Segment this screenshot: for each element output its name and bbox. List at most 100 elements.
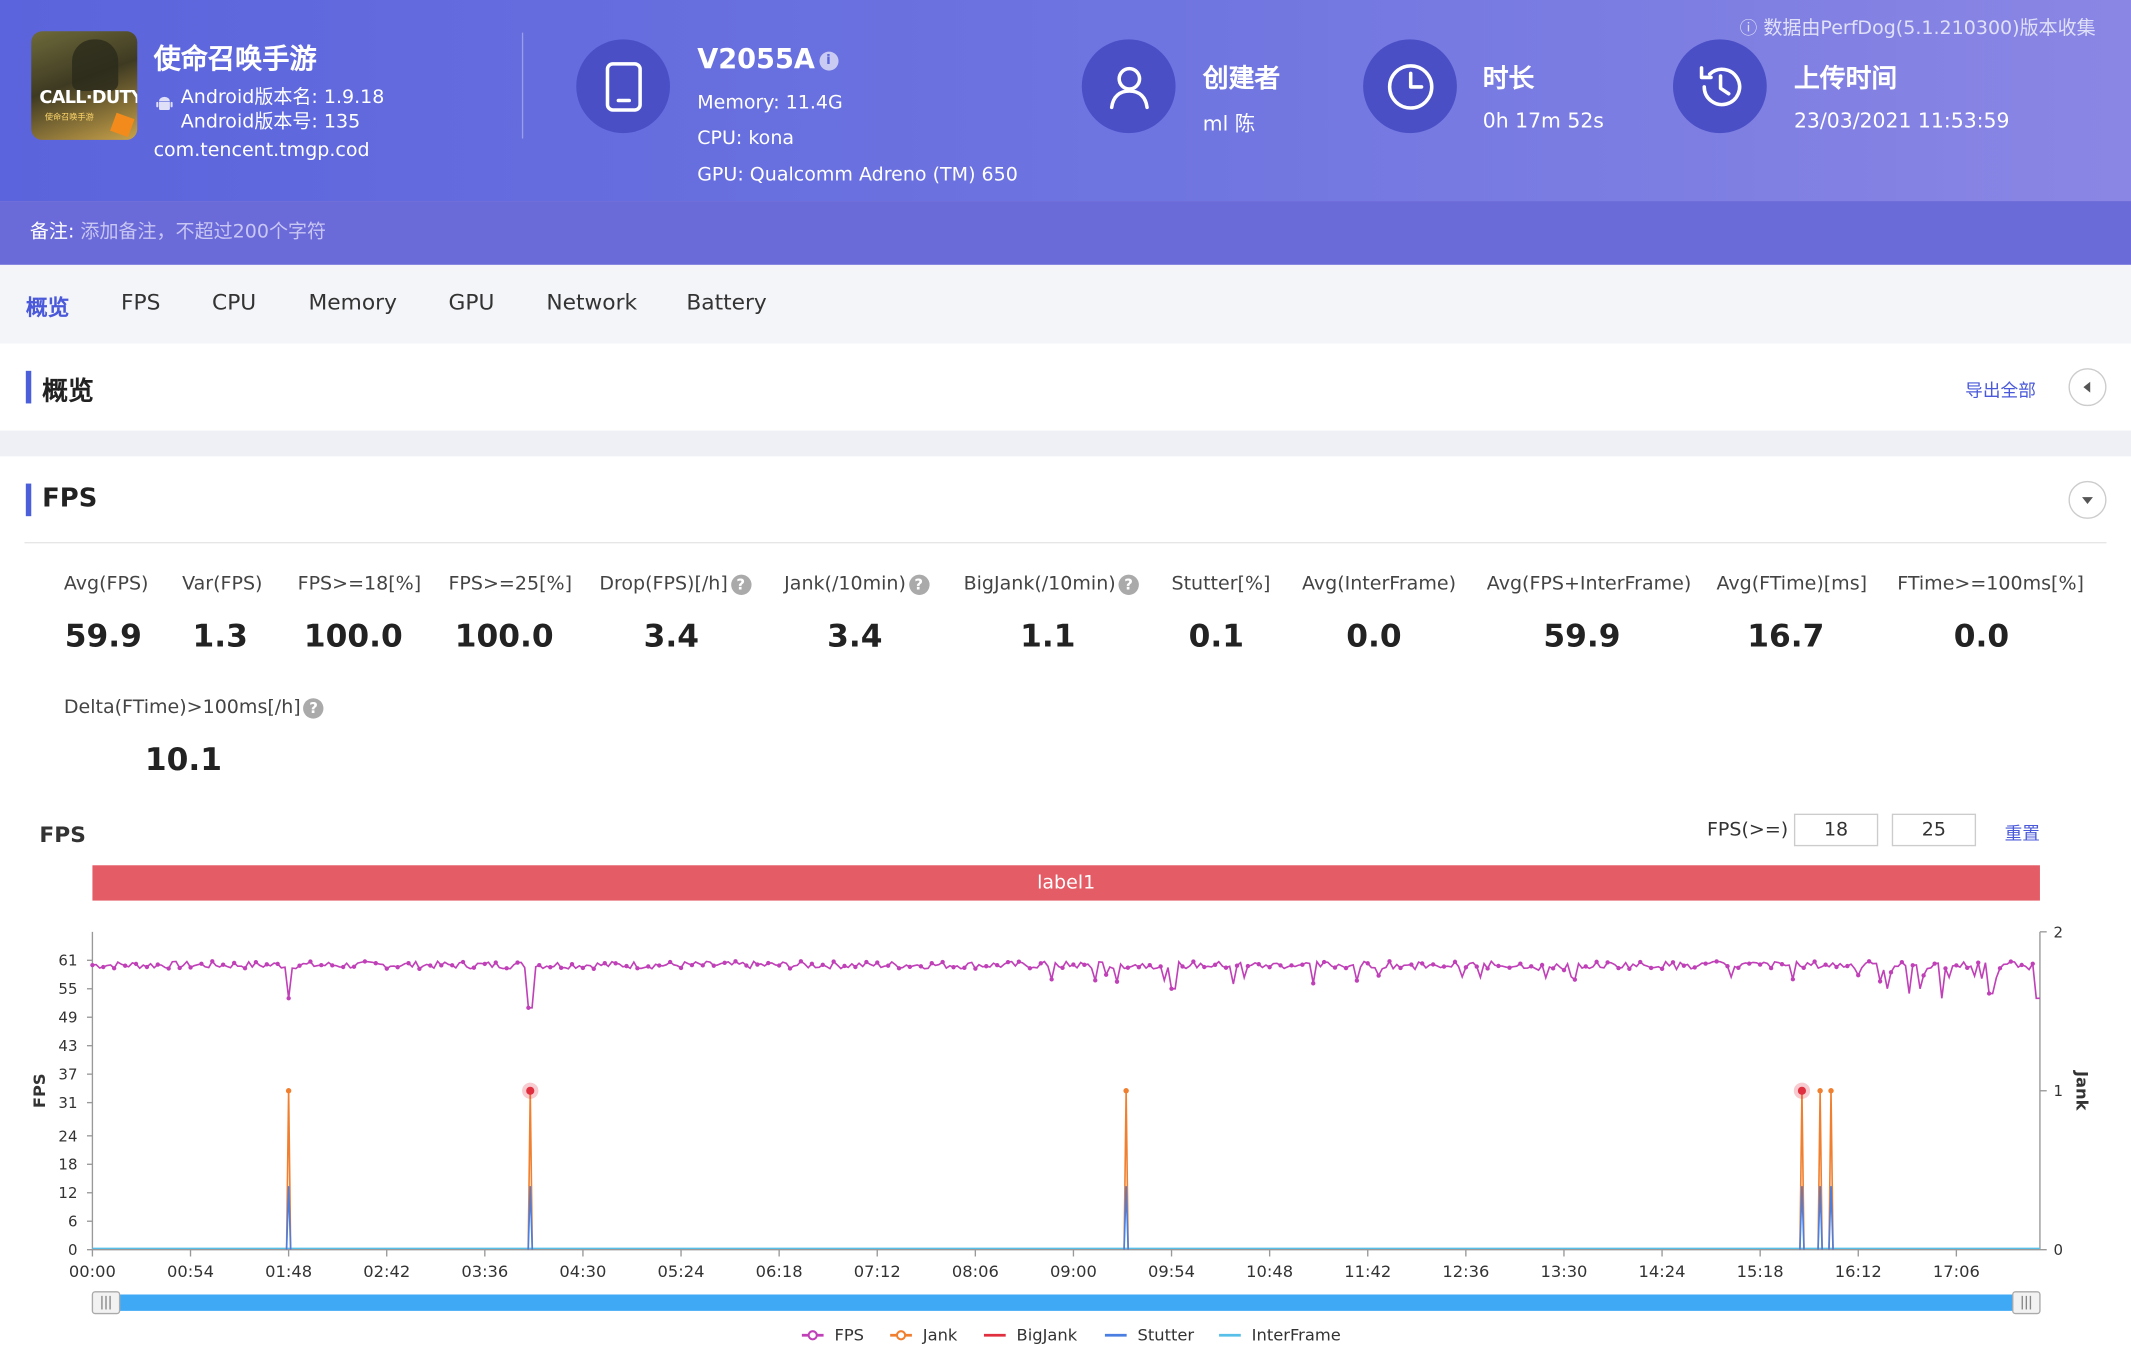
fps-point	[809, 961, 815, 966]
fps-point	[1409, 962, 1414, 967]
device-model: V2055A i	[697, 42, 839, 75]
phone-icon	[576, 39, 671, 134]
fps-point	[722, 960, 727, 965]
tab-network[interactable]: Network	[546, 289, 638, 316]
fps-line	[92, 959, 2040, 1009]
note-input[interactable]: 添加备注，不超过200个字符	[80, 221, 327, 244]
y2-axis-title: Jank	[2073, 1070, 2092, 1112]
fps-point	[1060, 965, 1065, 971]
fps-point	[940, 959, 945, 965]
android-version-code: Android版本号: 135	[180, 111, 361, 134]
tab-bar: 概览 FPS CPU Memory GPU Network Battery	[0, 264, 2131, 344]
help-icon[interactable]: ?	[303, 697, 324, 718]
info-circle-icon: ⓘ	[1739, 19, 1758, 40]
tab-fps[interactable]: FPS	[120, 289, 161, 316]
source-note: ⓘ 数据由PerfDog(5.1.210300)版本收集	[1740, 14, 2096, 41]
tab-cpu[interactable]: CPU	[212, 289, 257, 316]
y2-tick-label: 2	[2054, 923, 2064, 941]
help-icon[interactable]: ?	[730, 573, 751, 595]
fps-point	[853, 964, 858, 970]
source-note-text: 数据由PerfDog(5.1.210300)版本收集	[1763, 17, 2096, 40]
bigjank-point	[526, 1086, 535, 1095]
stat-value: 16.7	[1747, 619, 1825, 655]
fps-point	[1856, 972, 1861, 978]
collapse-left-button[interactable]	[2068, 368, 2107, 407]
y-tick-label: 0	[68, 1241, 78, 1259]
legend-label: InterFrame	[1252, 1326, 1341, 1345]
fps-point	[449, 963, 455, 968]
fps-point	[1561, 967, 1567, 973]
fps-point	[1845, 963, 1850, 969]
fps-point	[1725, 964, 1730, 969]
fps-point	[1191, 959, 1196, 964]
fps-point	[1965, 965, 1970, 971]
tab-gpu[interactable]: GPU	[448, 289, 495, 316]
fps-point	[984, 964, 989, 969]
threshold-input-1[interactable]: 18	[1793, 813, 1879, 847]
threshold-input-2[interactable]: 25	[1891, 813, 1977, 847]
fps-point	[907, 964, 913, 970]
stat-label: Stutter[%]	[1171, 573, 1271, 595]
fps-point	[1736, 965, 1741, 971]
export-all-link[interactable]: 导出全部	[1965, 381, 2036, 403]
fps-point	[657, 963, 662, 968]
legend-label: FPS	[834, 1326, 864, 1345]
stat-label: BigJank(/10min)?	[964, 573, 1139, 595]
overview-section: 概览 导出全部	[0, 343, 2131, 431]
collapse-down-button[interactable]	[2068, 480, 2107, 519]
fps-point	[166, 966, 171, 971]
fps-point	[1452, 959, 1458, 965]
fps-point	[1834, 964, 1839, 970]
fps-point	[1801, 965, 1806, 971]
fps-point	[101, 964, 106, 970]
device-cpu: CPU: kona	[697, 127, 795, 150]
fps-point	[1223, 965, 1229, 970]
note-label: 备注:	[29, 221, 75, 244]
stutter-spike	[1828, 1186, 1834, 1250]
tab-overview[interactable]: 概览	[25, 294, 70, 321]
overview-title: 概览	[42, 376, 94, 407]
stat-label: FPS>=18[%]	[297, 573, 422, 595]
fps-point	[1550, 966, 1556, 971]
info-icon[interactable]: i	[818, 50, 839, 70]
stutter-spike	[1799, 1186, 1805, 1250]
legend-label: BigJank	[1017, 1326, 1078, 1345]
fps-point	[1616, 965, 1621, 971]
fps-point	[1136, 964, 1142, 970]
fps-point	[362, 959, 368, 964]
fps-point	[242, 966, 248, 971]
help-icon[interactable]: ?	[1118, 573, 1139, 595]
help-icon[interactable]: ?	[908, 573, 929, 595]
fps-point	[1332, 965, 1338, 970]
fps-point	[1714, 959, 1719, 964]
stat-label: Avg(FPS)	[63, 573, 149, 595]
label-bar[interactable]: label1	[92, 865, 2040, 901]
y-tick-label: 31	[58, 1094, 77, 1112]
reset-button[interactable]: 重置	[2004, 824, 2040, 845]
stat-label: FPS>=25[%]	[448, 573, 573, 595]
duration-label: 时长	[1482, 63, 1535, 94]
fps-point	[1899, 959, 1905, 965]
bigjank-point	[1797, 1086, 1807, 1095]
fps-point	[1954, 963, 1959, 968]
fps-point	[591, 966, 596, 971]
y-tick-label: 12	[58, 1184, 77, 1202]
fps-point	[1539, 962, 1545, 968]
fps-point	[1256, 961, 1261, 967]
fps-point	[537, 962, 542, 968]
tab-battery[interactable]: Battery	[686, 289, 767, 316]
fps-point	[1343, 965, 1349, 971]
fps-point	[1976, 960, 1981, 965]
fps-point	[1082, 962, 1087, 968]
fps-point	[177, 965, 182, 971]
fps-point	[210, 959, 215, 964]
tab-memory[interactable]: Memory	[308, 289, 397, 316]
fps-point	[1267, 964, 1272, 970]
fps-point	[1681, 963, 1687, 968]
note-bar[interactable]: 备注: 添加备注，不超过200个字符	[0, 201, 2131, 265]
fps-point	[1594, 959, 1599, 965]
x-tick-label: 05:24	[658, 1262, 705, 1281]
fps-point	[417, 966, 422, 971]
device-gpu: GPU: Qualcomm Adreno (TM) 650	[697, 164, 1018, 187]
